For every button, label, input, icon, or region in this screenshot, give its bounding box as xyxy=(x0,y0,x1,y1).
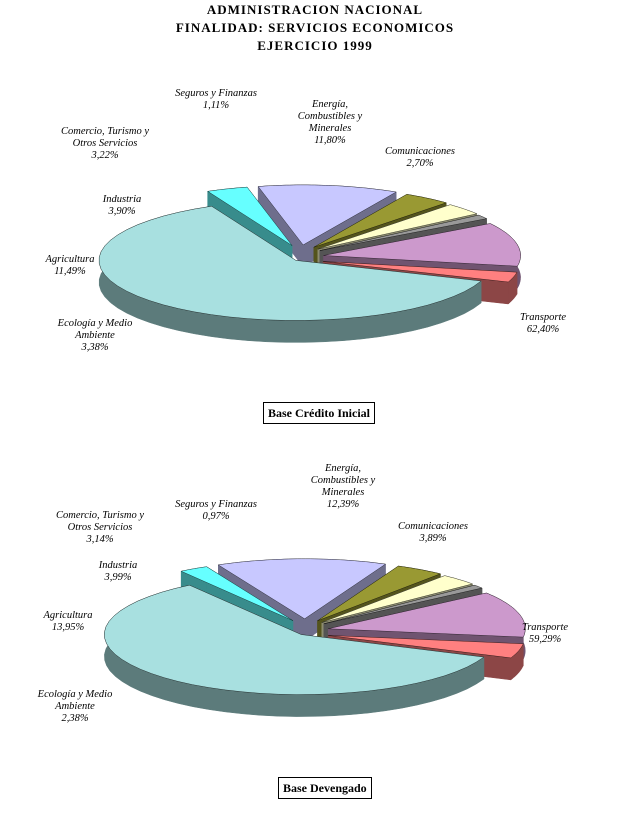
title-line-2: FINALIDAD: SERVICIOS ECONOMICOS xyxy=(175,20,455,35)
label-ecolog-a-y-medio-ambiente: Ecología y Medio Ambiente 2,38% xyxy=(37,689,113,724)
caption-devengado: Base Devengado xyxy=(278,777,372,799)
pie-chart-2: Transporte 59,29% Ecología y Medio Ambiente… xyxy=(37,463,569,724)
label-comercio-turismo-y-otros-servicios: Comercio, Turismo y Otros Servicios 3,14% xyxy=(56,510,144,545)
label-energ-a-combustibles-y-minerales: Energía, Combustibles y Minerales 11,80% xyxy=(298,99,363,146)
label-agricultura: Agricultura 13,95% xyxy=(43,610,93,633)
label-transporte: Transporte 59,29% xyxy=(522,622,568,645)
title-line-3: EJERCICIO 1999 xyxy=(257,38,373,53)
label-seguros-y-finanzas: Seguros y Finanzas 0,97% xyxy=(175,499,257,522)
label-comercio-turismo-y-otros-servicios: Comercio, Turismo y Otros Servicios 3,22% xyxy=(61,126,149,161)
label-comunicaciones: Comunicaciones 2,70% xyxy=(385,146,455,169)
title-line-1: ADMINISTRACION NACIONAL xyxy=(206,2,424,17)
slice-transporte xyxy=(98,205,482,343)
pie-chart-1: Transporte 62,40% Ecología y Medio Ambiente… xyxy=(45,88,567,353)
label-energ-a-combustibles-y-minerales: Energía, Combustibles y Minerales 12,39% xyxy=(311,463,376,510)
label-transporte: Transporte 62,40% xyxy=(520,312,566,335)
label-industria: Industria 3,99% xyxy=(98,560,138,583)
caption-credito-inicial: Base Crédito Inicial xyxy=(263,402,375,424)
label-ecolog-a-y-medio-ambiente: Ecología y Medio Ambiente 3,38% xyxy=(57,318,133,353)
label-industria: Industria 3,90% xyxy=(102,194,142,217)
slice-transporte xyxy=(104,584,485,717)
label-comunicaciones: Comunicaciones 3,89% xyxy=(398,521,468,544)
label-seguros-y-finanzas: Seguros y Finanzas 1,11% xyxy=(175,88,257,111)
label-agricultura: Agricultura 11,49% xyxy=(45,254,95,277)
